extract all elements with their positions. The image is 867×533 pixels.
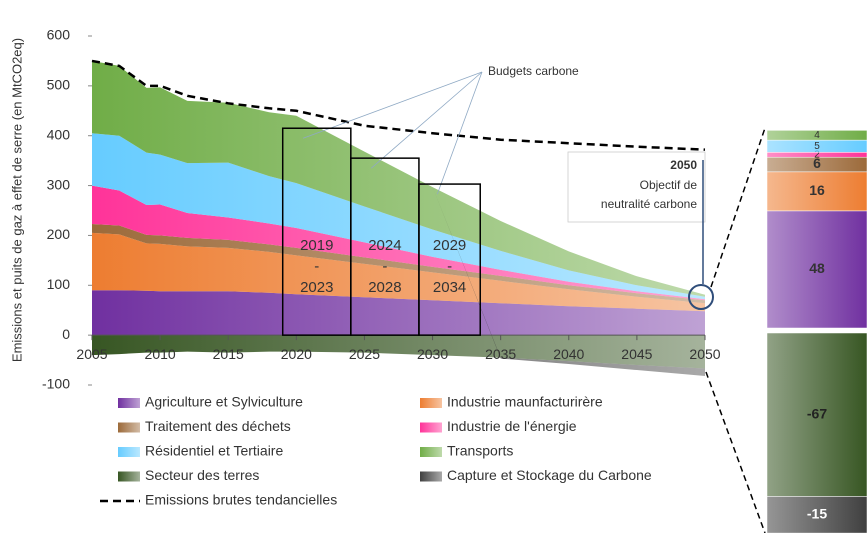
y-tick-label: -100 (42, 376, 70, 392)
x-tick-label: 2025 (349, 346, 380, 362)
annotation-text: neutralité carbone (601, 197, 697, 211)
callout-line (370, 71, 483, 169)
highlight-circle (688, 284, 714, 310)
legend-label: Industrie maunfacturirère (447, 394, 603, 410)
breakdown-label: 48 (809, 260, 825, 276)
breakdown-label: -67 (807, 405, 827, 421)
y-tick-label: 300 (47, 176, 71, 192)
y-tick-label: 400 (47, 126, 71, 142)
legend-swatch (420, 422, 442, 433)
annotation-text: Objectif de (640, 178, 698, 192)
x-tick-label: 2020 (281, 346, 312, 362)
legend-swatch (420, 398, 442, 408)
x-tick-label: 2015 (213, 346, 244, 362)
breakdown-segment (766, 210, 867, 329)
y-tick-label: 100 (47, 276, 71, 292)
area (92, 60, 705, 297)
x-tick-label: 2030 (417, 346, 448, 362)
areas (92, 60, 705, 377)
y-tick-label: 200 (47, 226, 71, 242)
breakdown-label: 6 (813, 155, 821, 171)
area (92, 290, 705, 336)
legend-swatch (118, 471, 140, 482)
budget-period: - (382, 258, 387, 275)
budget-period: - (447, 258, 452, 275)
callout-line (303, 71, 483, 139)
budget-period: 2034 (433, 279, 466, 296)
area (92, 335, 705, 369)
breakdown-label: 2 (814, 149, 820, 160)
legend-swatch (420, 471, 442, 482)
x-tick-label: 2045 (621, 346, 652, 362)
legend-swatch (118, 398, 140, 408)
breakdown-label: 4 (814, 130, 820, 141)
legend-swatch (118, 447, 140, 457)
area (92, 232, 705, 312)
breakdown-segment (766, 332, 867, 497)
callout-line (436, 71, 483, 195)
breakdown-label: -15 (807, 505, 827, 521)
budget-period: - (314, 258, 319, 275)
budget-period: 2029 (433, 237, 466, 254)
budget-period: 2023 (300, 279, 333, 296)
annotation-year: 2050 (670, 158, 697, 172)
legend-label: Agriculture et Sylviculture (145, 394, 303, 410)
zoom-line (705, 371, 766, 533)
y-tick-label: 0 (62, 326, 70, 342)
zoom-line (710, 127, 766, 288)
y-axis-label: Emissions et puits de gaz à effet de ser… (9, 38, 24, 362)
budget-box (418, 183, 481, 336)
budget-period: 2024 (368, 237, 401, 254)
annotation-box (567, 151, 706, 223)
legend-label: Emissions brutes tendancielles (145, 492, 337, 508)
legend-label: Industrie de l'énergie (447, 418, 577, 434)
x-tick-label: 2010 (145, 346, 176, 362)
y-tick-label: 600 (47, 27, 71, 43)
trend-line (91, 59, 706, 151)
legend-label: Secteur des terres (145, 467, 259, 483)
budget-period: 2028 (368, 279, 401, 296)
breakdown-segment (766, 171, 867, 212)
legend-label: Transports (447, 443, 513, 459)
legend-label: Capture et Stockage du Carbone (447, 467, 652, 483)
breakdown-segment (766, 130, 867, 141)
breakdown-label: 5 (814, 141, 820, 152)
legend-label: Traitement des déchets (145, 418, 291, 434)
budget-period: 2019 (300, 237, 333, 254)
legend-label: Résidentiel et Tertiaire (145, 443, 283, 459)
x-tick-label: 2050 (689, 346, 720, 362)
x-tick-label: 2005 (76, 346, 107, 362)
legend-swatch (420, 447, 442, 457)
breakdown-label: 16 (809, 182, 825, 198)
budgets-label: Budgets carbone (488, 64, 579, 78)
area (92, 133, 705, 300)
x-tick-label: 2035 (485, 346, 516, 362)
legend-swatch (118, 422, 140, 433)
y-tick-label: 500 (47, 77, 71, 93)
breakdown-segment (766, 496, 867, 533)
area (92, 223, 705, 304)
x-tick-label: 2040 (553, 346, 584, 362)
